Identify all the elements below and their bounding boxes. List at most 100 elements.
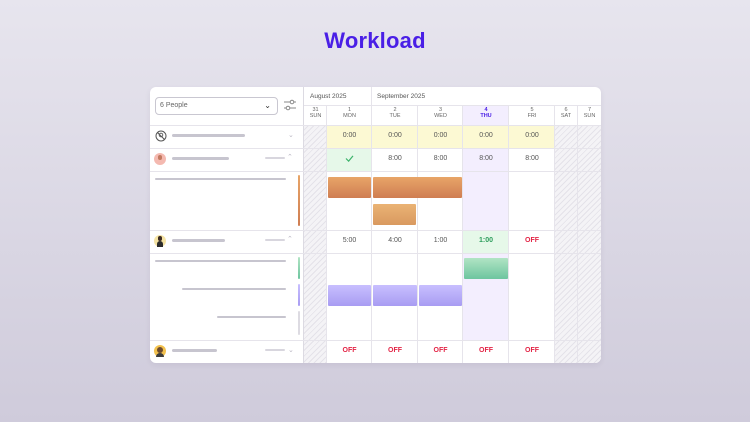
person3-hours-mon[interactable]: OFF — [342, 347, 357, 354]
task-name-placeholder — [155, 260, 286, 262]
unassigned-hours-fri[interactable]: 0:00 — [525, 132, 539, 139]
day-header-sep7[interactable]: 7 SUN — [578, 107, 601, 119]
day-header-sep5[interactable]: 5 FRI — [509, 107, 555, 119]
day-header-sep2[interactable]: 2 TUE — [372, 107, 418, 119]
day-number: 1 — [347, 107, 352, 113]
person1-hours-thu[interactable]: 8:00 — [479, 155, 493, 162]
day-number: 4 — [484, 107, 488, 113]
grid-line — [150, 125, 601, 126]
grid-line — [417, 105, 418, 363]
checkmark-icon — [345, 155, 354, 162]
person2-hours-tue[interactable]: 4:00 — [388, 237, 402, 244]
person1-hours-tue[interactable]: 8:00 — [388, 155, 402, 162]
person-role-placeholder — [265, 157, 285, 159]
grid-line — [150, 230, 601, 231]
task-block[interactable] — [373, 204, 416, 225]
person3-hours-thu[interactable]: OFF — [479, 347, 493, 354]
unassigned-hours-wed[interactable]: 0:00 — [433, 132, 448, 139]
avatar-head — [158, 236, 162, 241]
day-name: FRI — [527, 113, 537, 119]
day-header-sep6[interactable]: 6 SAT — [555, 107, 577, 119]
chevron-down-icon: ⌄ — [264, 101, 271, 110]
task-name-placeholder — [182, 288, 286, 290]
day-header-aug31[interactable]: 31 SUN — [304, 107, 327, 119]
people-select[interactable]: 6 People ⌄ — [155, 97, 278, 115]
person-name-placeholder — [172, 157, 229, 160]
person3-hours-tue[interactable]: OFF — [388, 347, 402, 354]
task-block[interactable] — [464, 258, 508, 279]
grid-line — [303, 87, 304, 363]
unassigned-name-placeholder — [172, 134, 245, 137]
unassigned-icon — [155, 130, 167, 142]
task-block[interactable] — [373, 285, 417, 306]
person1-hours-wed[interactable]: 8:00 — [433, 155, 448, 162]
day-header-sep3[interactable]: 3 WED — [418, 107, 463, 119]
grid-line — [150, 340, 601, 341]
task-name-placeholder — [155, 178, 286, 180]
workload-panel: 6 People ⌄ August 2025 September 2025 31… — [150, 87, 601, 363]
day-name: MON — [343, 113, 356, 119]
person-name-placeholder — [172, 239, 225, 242]
chevron-down-icon[interactable]: ⌄ — [288, 347, 294, 354]
chevron-down-icon[interactable]: ⌄ — [288, 132, 294, 139]
avatar-body — [156, 353, 164, 357]
avatar-head — [157, 347, 163, 353]
unassigned-hours-tue[interactable]: 0:00 — [388, 132, 402, 139]
person-role-placeholder — [265, 239, 285, 241]
person2-hours-wed[interactable]: 1:00 — [433, 237, 448, 244]
day-header-sep1[interactable]: 1 MON — [327, 107, 372, 119]
people-select-value: 6 People — [160, 102, 188, 109]
month-label-august: August 2025 — [310, 93, 347, 100]
task-color-accent — [298, 257, 300, 279]
avatar[interactable] — [154, 235, 166, 247]
page-title: Workload — [324, 28, 426, 53]
month-label-september: September 2025 — [377, 93, 426, 100]
person2-hours-mon[interactable]: 5:00 — [342, 237, 357, 244]
thursday-hours-cell[interactable] — [463, 230, 509, 253]
day-number: 5 — [530, 107, 534, 113]
person3-hours-wed[interactable]: OFF — [433, 347, 448, 354]
day-number: 6 — [564, 107, 568, 113]
day-name: SUN — [583, 113, 596, 119]
day-number: 31 — [312, 107, 319, 113]
chevron-up-icon[interactable]: ⌃ — [287, 236, 293, 243]
avatar-body — [157, 241, 163, 247]
filter-sliders-icon[interactable] — [283, 99, 297, 111]
day-name: THU — [480, 113, 492, 119]
task-block[interactable] — [373, 177, 462, 198]
person-role-placeholder — [265, 349, 285, 351]
day-name: TUE — [389, 113, 401, 119]
task-color-accent — [298, 284, 300, 306]
day-name: SUN — [309, 113, 322, 119]
grid-line — [577, 105, 578, 363]
task-color-accent — [298, 175, 300, 226]
grid-line — [508, 105, 509, 363]
day-name: SAT — [560, 113, 572, 119]
chevron-up-icon[interactable]: ⌃ — [287, 154, 293, 161]
avatar-head — [158, 155, 162, 160]
person-name-placeholder — [172, 349, 217, 352]
grid-line — [554, 105, 555, 363]
avatar[interactable] — [154, 153, 166, 165]
person3-hours-fri[interactable]: OFF — [525, 347, 539, 354]
unassigned-hours-thu[interactable]: 0:00 — [479, 132, 493, 139]
task-name-placeholder — [217, 316, 286, 318]
grid-line — [150, 253, 601, 254]
grid-line — [462, 105, 463, 363]
weekend-column-sep6 — [555, 125, 577, 363]
avatar[interactable] — [154, 345, 166, 357]
task-color-accent — [298, 311, 300, 335]
person2-hours-thu[interactable]: 1:00 — [478, 237, 493, 244]
task-block[interactable] — [328, 177, 371, 198]
person1-hours-fri[interactable]: 8:00 — [525, 155, 539, 162]
day-header-sep4-today[interactable]: 4 THU — [463, 107, 509, 119]
unassigned-hours-mon[interactable]: 0:00 — [342, 132, 357, 139]
grid-line — [326, 105, 327, 363]
unassigned-row-highlight — [327, 125, 554, 148]
task-block[interactable] — [419, 285, 462, 306]
grid-line — [150, 148, 601, 149]
person2-hours-fri[interactable]: OFF — [525, 237, 539, 244]
task-block[interactable] — [328, 285, 371, 306]
grid-line — [371, 87, 372, 363]
day-number: 3 — [438, 107, 443, 113]
